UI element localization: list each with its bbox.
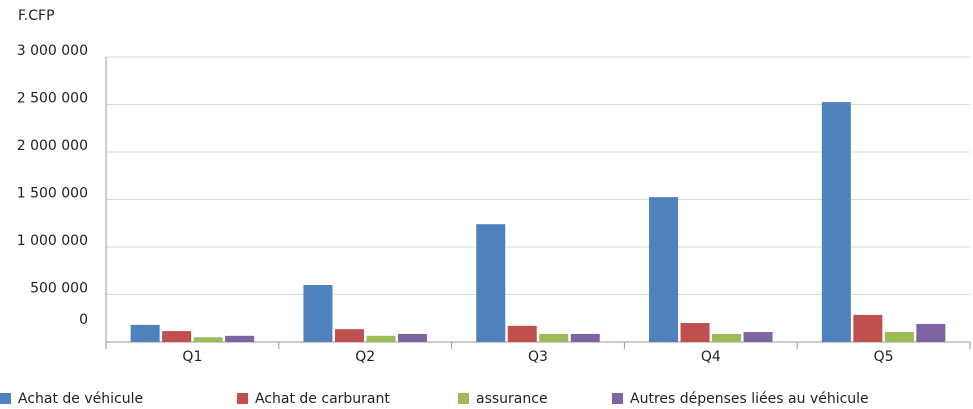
y-tick-label: 500 000 [30,281,88,297]
legend-swatch [0,393,11,404]
bar [162,331,192,342]
x-tick-label: Q4 [701,349,721,365]
bar [743,332,773,342]
bar [680,323,710,342]
bar [884,332,914,342]
y-tick-label: 1 500 000 [17,186,88,202]
y-tick-label: 0 [79,312,88,328]
bar [366,335,396,342]
bar [712,333,742,342]
legend-swatch [237,393,248,404]
legend-label: Autres dépenses liées au véhicule [630,391,869,407]
bar [303,285,333,342]
legend-label: Achat de carburant [255,391,390,407]
bar [570,333,600,342]
bar [225,335,255,342]
y-tick-label: 2 500 000 [17,91,88,107]
bar [853,314,883,342]
bar [649,197,679,342]
bar [476,224,506,342]
bar [193,337,223,342]
x-tick-label: Q5 [874,349,894,365]
x-tick-label: Q2 [355,349,375,365]
bar [539,333,569,342]
legend-swatch [458,393,469,404]
bar [916,323,946,342]
y-tick-label: 3 000 000 [17,43,88,59]
y-tick-label: 2 000 000 [17,138,88,154]
legend-swatch [612,393,623,404]
bar [821,102,851,342]
x-tick-label: Q1 [182,349,202,365]
bar [334,329,364,342]
legend-label: assurance [476,391,548,407]
bar [130,324,160,342]
legend-label: Achat de véhicule [18,391,143,407]
unit-label: F.CFP [18,8,55,24]
y-tick-label: 1 000 000 [17,233,88,249]
bar [507,325,537,342]
bar [397,333,427,342]
x-tick-label: Q3 [528,349,548,365]
